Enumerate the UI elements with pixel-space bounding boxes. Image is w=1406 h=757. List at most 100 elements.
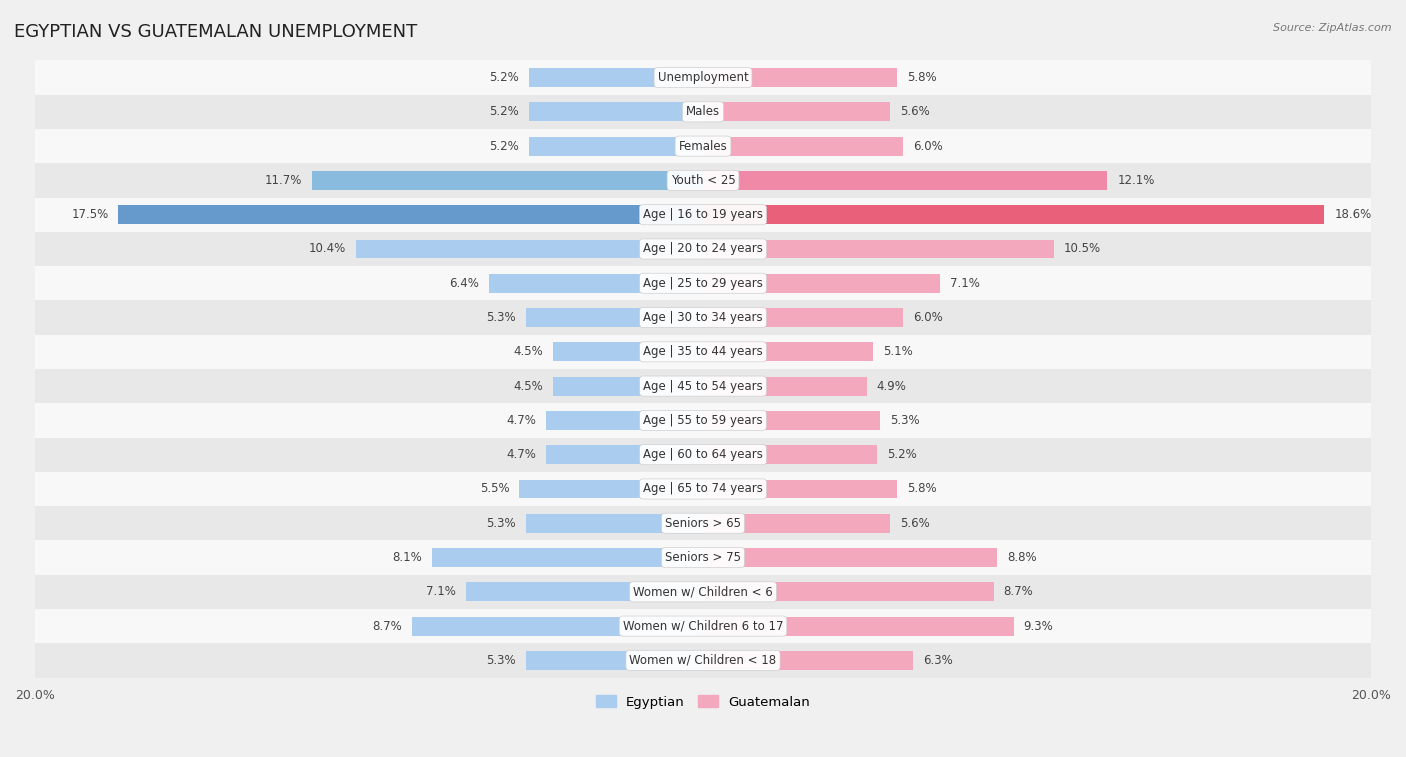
Text: Males: Males: [686, 105, 720, 118]
Text: Age | 65 to 74 years: Age | 65 to 74 years: [643, 482, 763, 496]
Bar: [35, 472, 1371, 506]
Bar: [35, 369, 1371, 403]
Text: 10.5%: 10.5%: [1064, 242, 1101, 255]
Text: 5.2%: 5.2%: [489, 105, 519, 118]
Text: 6.4%: 6.4%: [450, 277, 479, 290]
Bar: [703, 274, 941, 293]
Bar: [35, 506, 1371, 540]
Text: 5.8%: 5.8%: [907, 482, 936, 496]
Bar: [118, 205, 703, 224]
Bar: [529, 102, 703, 121]
Bar: [356, 239, 703, 258]
Text: 8.1%: 8.1%: [392, 551, 422, 564]
Bar: [35, 575, 1371, 609]
Text: 5.6%: 5.6%: [900, 517, 929, 530]
Text: Seniors > 65: Seniors > 65: [665, 517, 741, 530]
Bar: [526, 651, 703, 670]
Bar: [312, 171, 703, 190]
Text: Age | 55 to 59 years: Age | 55 to 59 years: [643, 414, 763, 427]
Text: 5.3%: 5.3%: [486, 517, 516, 530]
Text: 5.2%: 5.2%: [489, 139, 519, 153]
Bar: [35, 95, 1371, 129]
Bar: [35, 335, 1371, 369]
Text: 7.1%: 7.1%: [950, 277, 980, 290]
Text: 10.4%: 10.4%: [308, 242, 346, 255]
Text: 6.0%: 6.0%: [914, 139, 943, 153]
Text: 5.2%: 5.2%: [489, 71, 519, 84]
Bar: [553, 377, 703, 396]
Text: Women w/ Children < 18: Women w/ Children < 18: [630, 654, 776, 667]
Bar: [703, 137, 904, 155]
Text: Age | 45 to 54 years: Age | 45 to 54 years: [643, 379, 763, 393]
Text: 6.0%: 6.0%: [914, 311, 943, 324]
Bar: [526, 514, 703, 533]
Bar: [546, 445, 703, 464]
Text: 4.9%: 4.9%: [877, 379, 907, 393]
Bar: [35, 61, 1371, 95]
Text: 9.3%: 9.3%: [1024, 619, 1053, 633]
Text: 4.7%: 4.7%: [506, 448, 536, 461]
Bar: [529, 68, 703, 87]
Text: 7.1%: 7.1%: [426, 585, 456, 598]
Bar: [703, 68, 897, 87]
Bar: [35, 301, 1371, 335]
Text: 5.3%: 5.3%: [890, 414, 920, 427]
Text: 8.7%: 8.7%: [1004, 585, 1033, 598]
Bar: [529, 137, 703, 155]
Bar: [703, 479, 897, 498]
Text: 12.1%: 12.1%: [1118, 174, 1154, 187]
Text: Seniors > 75: Seniors > 75: [665, 551, 741, 564]
Bar: [35, 540, 1371, 575]
Text: Age | 16 to 19 years: Age | 16 to 19 years: [643, 208, 763, 221]
Bar: [35, 438, 1371, 472]
Bar: [35, 266, 1371, 301]
Bar: [703, 102, 890, 121]
Bar: [703, 548, 997, 567]
Text: Women w/ Children 6 to 17: Women w/ Children 6 to 17: [623, 619, 783, 633]
Text: 4.5%: 4.5%: [513, 379, 543, 393]
Bar: [703, 205, 1324, 224]
Text: 5.8%: 5.8%: [907, 71, 936, 84]
Text: Age | 20 to 24 years: Age | 20 to 24 years: [643, 242, 763, 255]
Bar: [703, 514, 890, 533]
Bar: [703, 651, 914, 670]
Text: EGYPTIAN VS GUATEMALAN UNEMPLOYMENT: EGYPTIAN VS GUATEMALAN UNEMPLOYMENT: [14, 23, 418, 41]
Bar: [35, 609, 1371, 643]
Bar: [526, 308, 703, 327]
Bar: [703, 342, 873, 361]
Text: 5.3%: 5.3%: [486, 654, 516, 667]
Bar: [465, 582, 703, 601]
Text: 5.1%: 5.1%: [883, 345, 912, 358]
Bar: [412, 617, 703, 636]
Text: 5.5%: 5.5%: [479, 482, 509, 496]
Bar: [519, 479, 703, 498]
Bar: [35, 232, 1371, 266]
Text: 8.7%: 8.7%: [373, 619, 402, 633]
Text: Age | 30 to 34 years: Age | 30 to 34 years: [643, 311, 763, 324]
Text: Age | 25 to 29 years: Age | 25 to 29 years: [643, 277, 763, 290]
Bar: [703, 617, 1014, 636]
Bar: [703, 377, 866, 396]
Text: Unemployment: Unemployment: [658, 71, 748, 84]
Bar: [553, 342, 703, 361]
Bar: [489, 274, 703, 293]
Text: Age | 60 to 64 years: Age | 60 to 64 years: [643, 448, 763, 461]
Text: 6.3%: 6.3%: [924, 654, 953, 667]
Text: Source: ZipAtlas.com: Source: ZipAtlas.com: [1274, 23, 1392, 33]
Text: Females: Females: [679, 139, 727, 153]
Legend: Egyptian, Guatemalan: Egyptian, Guatemalan: [591, 690, 815, 714]
Text: 5.6%: 5.6%: [900, 105, 929, 118]
Text: 17.5%: 17.5%: [72, 208, 108, 221]
Bar: [35, 198, 1371, 232]
Text: 8.8%: 8.8%: [1007, 551, 1036, 564]
Text: 5.2%: 5.2%: [887, 448, 917, 461]
Bar: [35, 403, 1371, 438]
Text: 4.7%: 4.7%: [506, 414, 536, 427]
Bar: [433, 548, 703, 567]
Bar: [703, 445, 877, 464]
Text: 5.3%: 5.3%: [486, 311, 516, 324]
Bar: [35, 643, 1371, 678]
Text: Women w/ Children < 6: Women w/ Children < 6: [633, 585, 773, 598]
Bar: [703, 582, 994, 601]
Text: Youth < 25: Youth < 25: [671, 174, 735, 187]
